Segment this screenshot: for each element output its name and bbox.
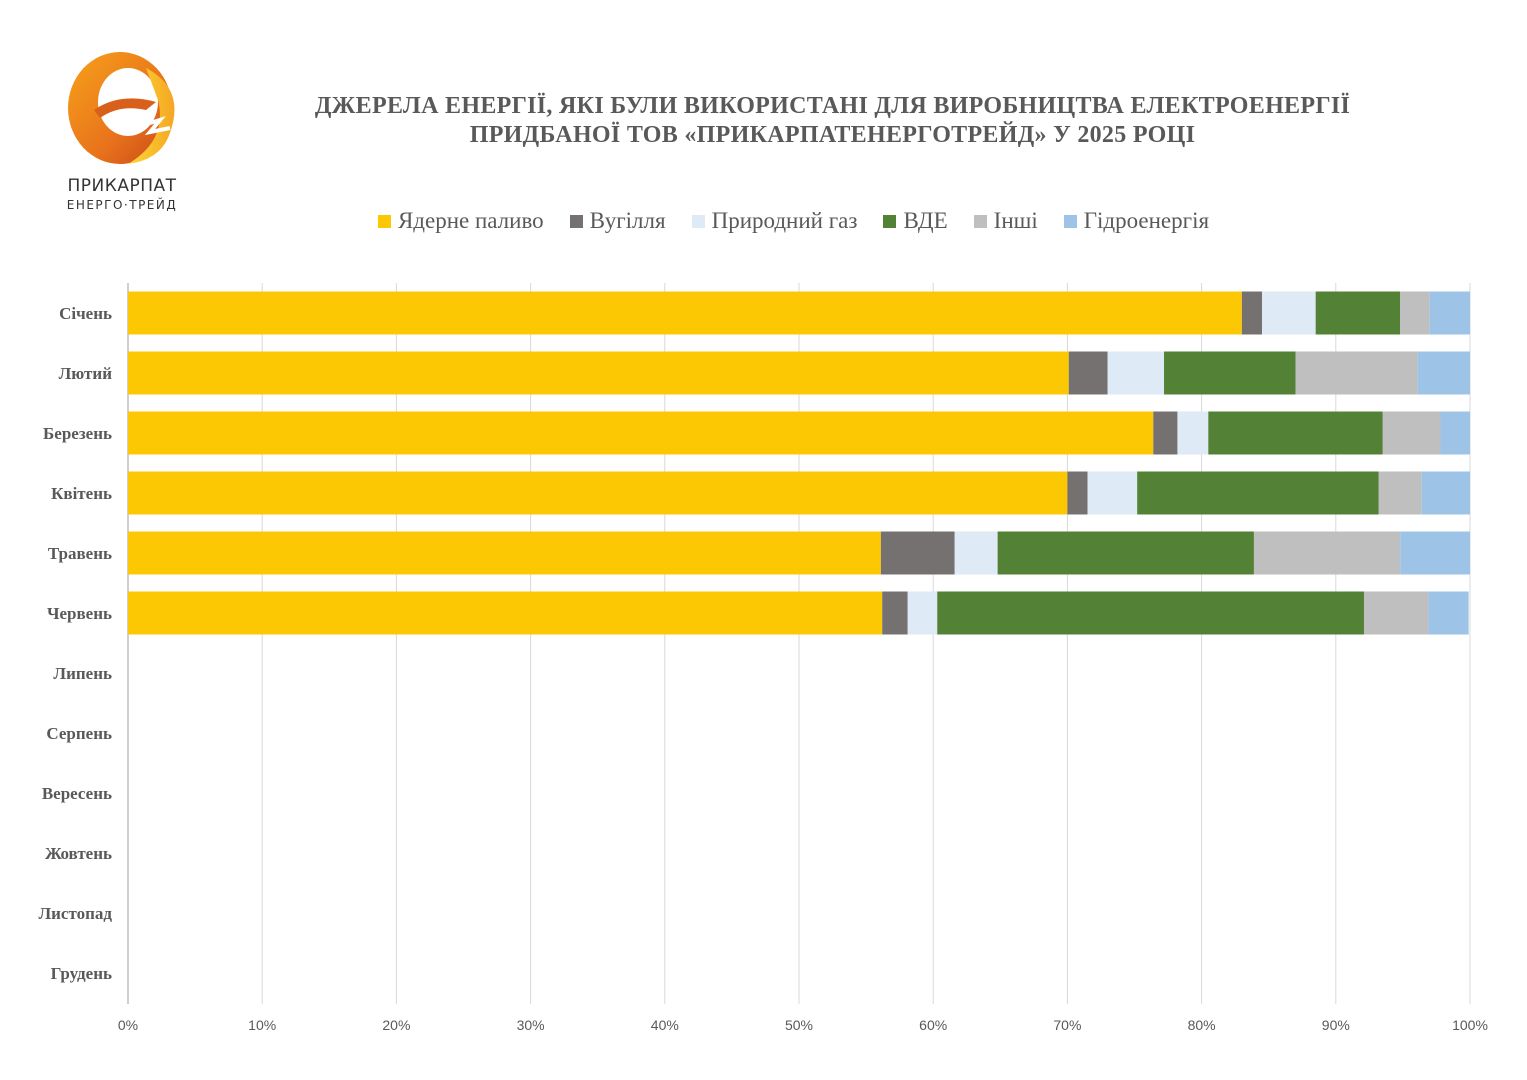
- category-label: Січень: [59, 304, 112, 323]
- x-tick-label: 10%: [248, 1017, 276, 1033]
- bar-segment: [1253, 531, 1401, 575]
- logo-text-main: ПРИКАРПАТ: [67, 176, 177, 196]
- legend-item: Ядерне паливо: [377, 208, 544, 234]
- category-label: Вересень: [42, 784, 112, 803]
- bar-segment: [1068, 351, 1108, 395]
- bar-segment: [954, 531, 998, 575]
- category-label: Листопад: [38, 904, 112, 923]
- x-tick-label: 40%: [651, 1017, 679, 1033]
- legend-item: Гідроенергія: [1063, 208, 1210, 234]
- bar-segment: [1400, 531, 1470, 575]
- chart-title: ДЖЕРЕЛА ЕНЕРГІЇ, ЯКІ БУЛИ ВИКОРИСТАНІ ДЛ…: [240, 92, 1425, 150]
- bar-segment: [880, 531, 955, 575]
- x-tick-label: 20%: [382, 1017, 410, 1033]
- bar-segment: [1421, 471, 1470, 515]
- bar-segment: [1087, 471, 1138, 515]
- bar-segment: [1137, 471, 1379, 515]
- bar-segment: [128, 351, 1069, 395]
- logo-text-sub: ЕНЕРГО·ТРЕЙД: [66, 198, 178, 212]
- legend-label: ВДЕ: [903, 208, 948, 233]
- bar-segment: [1241, 291, 1262, 335]
- x-tick-label: 100%: [1452, 1017, 1488, 1033]
- bar-segment: [1295, 351, 1418, 395]
- bar-segment: [937, 591, 1364, 635]
- bar-segment: [1315, 291, 1401, 335]
- category-label: Грудень: [51, 964, 112, 983]
- legend-item: Інші: [973, 208, 1038, 234]
- bar-segment: [1177, 411, 1209, 455]
- bar-segment: [1153, 411, 1178, 455]
- legend-label: Гідроенергія: [1083, 208, 1210, 233]
- x-tick-label: 90%: [1322, 1017, 1350, 1033]
- bar-segment: [1363, 591, 1429, 635]
- chart-legend: Ядерне паливо Вугілля Природний газ ВДЕ Інші…: [0, 208, 1527, 234]
- bar-segment: [907, 591, 938, 635]
- x-tick-label: 80%: [1188, 1017, 1216, 1033]
- category-label: Травень: [48, 544, 112, 563]
- legend-swatch: [883, 214, 897, 228]
- legend-swatch: [569, 214, 583, 228]
- bar-segment: [1164, 351, 1296, 395]
- bar-segment: [1429, 291, 1470, 335]
- x-tick-label: 30%: [517, 1017, 545, 1033]
- legend-swatch: [691, 214, 705, 228]
- bar-segment: [1440, 411, 1470, 455]
- x-tick-label: 70%: [1053, 1017, 1081, 1033]
- legend-label: Ядерне паливо: [397, 208, 544, 233]
- category-label: Лютий: [59, 364, 113, 383]
- bar-segment: [997, 531, 1254, 575]
- legend-swatch: [377, 214, 391, 228]
- bar-segment: [1208, 411, 1383, 455]
- x-tick-label: 50%: [785, 1017, 813, 1033]
- bar-segment: [128, 291, 1242, 335]
- bar-segment: [128, 411, 1154, 455]
- bar-segment: [882, 591, 908, 635]
- bar-segment: [128, 531, 881, 575]
- bar-segment: [128, 471, 1068, 515]
- x-tick-label: 0%: [118, 1017, 138, 1033]
- legend-swatch: [973, 214, 987, 228]
- bar-segment: [128, 591, 883, 635]
- category-label: Квітень: [51, 484, 112, 503]
- company-logo: ПРИКАРПАТ ЕНЕРГО·ТРЕЙД: [28, 40, 216, 232]
- bar-segment: [1428, 591, 1469, 635]
- category-label: Червень: [47, 604, 112, 623]
- chart-title-line-1: ДЖЕРЕЛА ЕНЕРГІЇ, ЯКІ БУЛИ ВИКОРИСТАНІ ДЛ…: [314, 93, 1351, 119]
- x-tick-label: 60%: [919, 1017, 947, 1033]
- bar-segment: [1417, 351, 1470, 395]
- category-label: Жовтень: [45, 844, 112, 863]
- logo-emblem: [68, 52, 175, 164]
- legend-item: Вугілля: [569, 208, 666, 234]
- category-label: Березень: [43, 424, 112, 443]
- legend-item: Природний газ: [691, 208, 858, 234]
- legend-label: Природний газ: [711, 208, 858, 233]
- bar-segment: [1378, 471, 1422, 515]
- legend-item: ВДЕ: [883, 208, 948, 234]
- bar-segment: [1107, 351, 1165, 395]
- category-label: Серпень: [46, 724, 112, 743]
- bar-segment: [1067, 471, 1088, 515]
- bar-segment: [1261, 291, 1316, 335]
- chart-title-line-2: ПРИДБАНОЇ ТОВ «ПРИКАРПАТЕНЕРГОТРЕЙД» У 2…: [469, 122, 1196, 148]
- bar-segment: [1400, 291, 1430, 335]
- legend-label: Вугілля: [589, 208, 666, 233]
- category-label: Липень: [53, 664, 112, 683]
- legend-label: Інші: [993, 208, 1038, 233]
- bar-segment: [1382, 411, 1441, 455]
- legend-swatch: [1063, 214, 1077, 228]
